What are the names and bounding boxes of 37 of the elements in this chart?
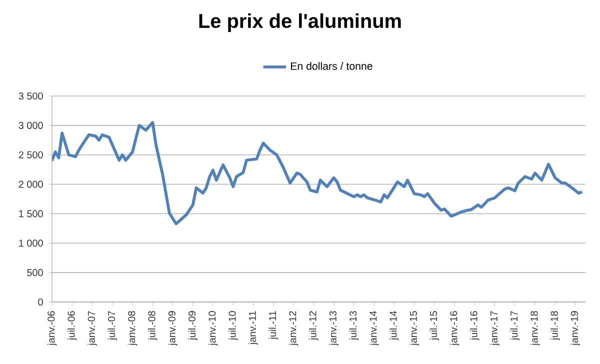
y-tick-label: 2 500 [18, 151, 43, 158]
x-tick-label: juil.-10 [228, 311, 238, 340]
y-tick-label: 3 000 [18, 122, 43, 129]
y-tick-label: 500 [27, 269, 43, 276]
x-tick-label: janv.-08 [128, 311, 138, 346]
y-tick-label: 3 500 [18, 92, 43, 100]
x-tick-label: juil.-06 [67, 311, 77, 340]
legend-label: En dollars / tonne [290, 62, 372, 70]
chart-title: Le prix de l'aluminum [199, 13, 401, 32]
x-tick-label: janv.-18 [530, 311, 540, 346]
x-tick-label: janv.-07 [88, 311, 97, 346]
x-tick-label: juil.-09 [188, 311, 198, 340]
y-tick-label: 0 [38, 298, 43, 306]
x-tick-label: janv.-14 [369, 310, 379, 346]
x-tick-label: juil.-15 [430, 311, 440, 340]
x-tick-label: janv.-10 [208, 311, 218, 346]
x-tick-label: juil.-17 [510, 311, 520, 340]
y-tick-label: 1 000 [19, 240, 43, 247]
y-tick-label: 2 000 [18, 180, 43, 188]
x-tick-label: janv.-06 [47, 311, 57, 346]
x-tick-label: janv.-17 [490, 311, 500, 346]
x-tick-label: juil.-11 [268, 311, 278, 340]
x-tick-label: juil.-18 [550, 311, 560, 340]
x-tick-label: juil.-13 [349, 311, 359, 340]
x-tick-label: janv.-09 [168, 311, 178, 346]
x-tick-label: janv.-13 [329, 311, 338, 346]
x-tick-label: juil.-12 [309, 311, 318, 340]
x-tick-label: janv.-12 [288, 311, 298, 346]
x-tick-label: janv.-15 [410, 311, 419, 346]
x-tick-label: janv.-16 [450, 311, 460, 346]
x-tick-label: janv.-19 [570, 311, 580, 346]
y-tick-label: 1 500 [19, 210, 43, 218]
x-tick-label: juil.-07 [108, 311, 118, 340]
x-tick-label: juil.-14 [390, 310, 399, 340]
x-tick-label: janv.-11 [248, 311, 258, 345]
x-tick-label: juil.-16 [470, 311, 480, 340]
x-tick-label: juil.-08 [148, 311, 158, 340]
